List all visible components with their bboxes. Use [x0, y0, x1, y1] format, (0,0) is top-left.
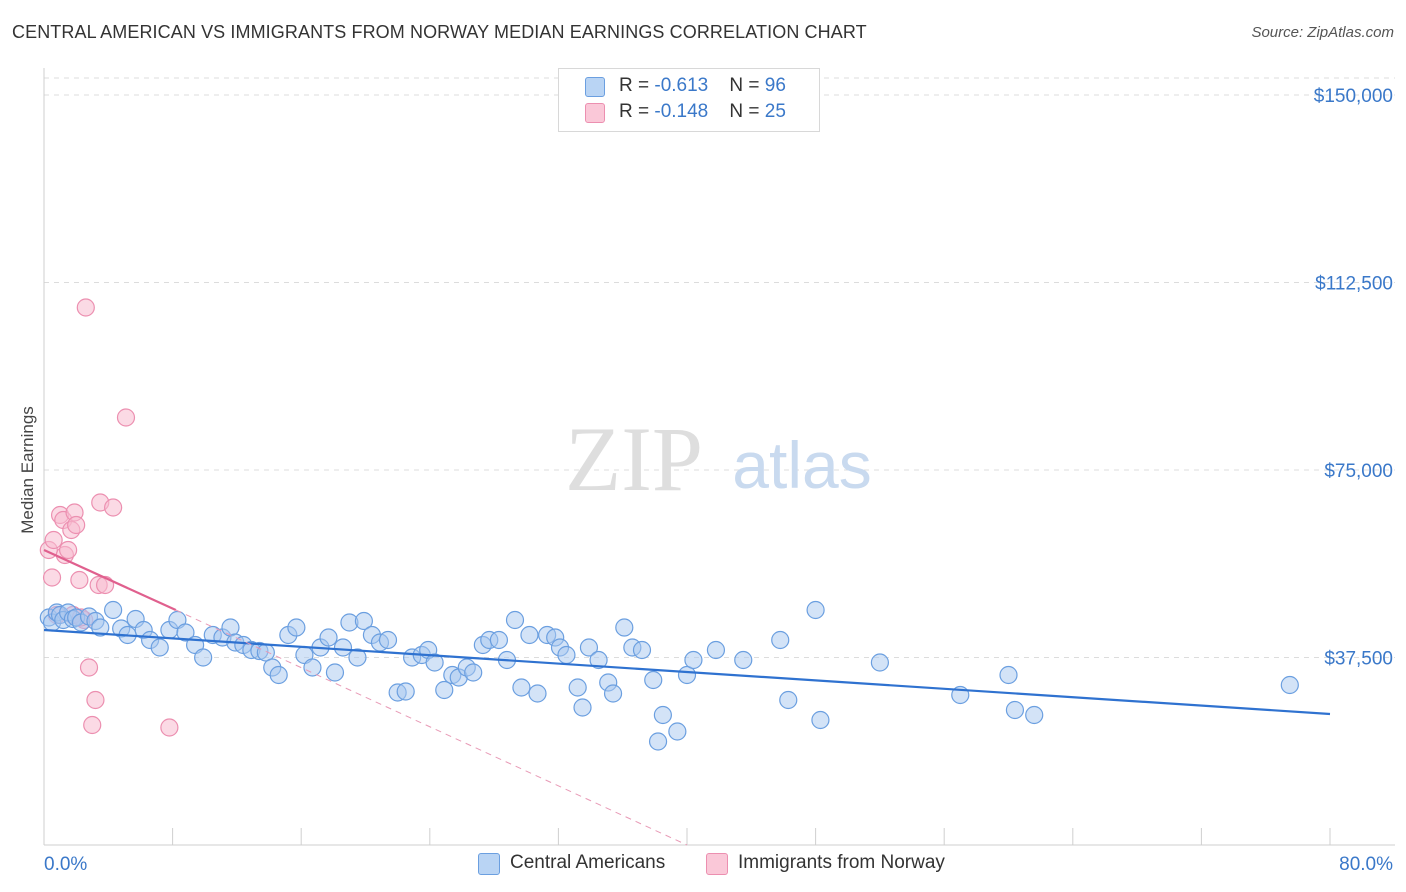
data-point-norway: [160, 718, 179, 737]
legend-r-label: R =: [619, 75, 655, 96]
data-point-central: [648, 732, 668, 751]
data-point-central: [557, 645, 576, 665]
y-tick-label: $37,500: [1324, 649, 1393, 670]
x-tick-label-min: 0.0%: [44, 854, 87, 875]
data-point-central: [176, 623, 195, 642]
data-point-central: [779, 690, 798, 710]
data-point-norway: [95, 575, 115, 595]
data-point-central: [325, 663, 345, 682]
trend-line-norway: [43, 548, 177, 612]
data-point-central: [528, 684, 547, 703]
data-point-central: [632, 640, 652, 660]
legend-n-value: 25: [764, 101, 786, 122]
data-point-central: [706, 640, 726, 660]
data-point-central: [734, 650, 753, 670]
data-point-central: [287, 618, 306, 637]
y-tick-label: $112,500: [1315, 274, 1393, 295]
data-point-central: [870, 653, 890, 672]
series-central-points: [39, 600, 1299, 751]
data-point-central: [579, 638, 599, 657]
data-point-central: [573, 698, 592, 717]
data-point-central: [1280, 675, 1299, 695]
legend-r-value: -0.613: [654, 75, 709, 96]
data-point-norway: [86, 690, 105, 710]
data-point-central: [425, 653, 444, 672]
legend-n-label: N =: [729, 75, 765, 96]
legend-swatch-central: [585, 77, 605, 97]
correlation-legend: R = -0.613 N = 96 R = -0.148 N = 25: [558, 68, 820, 132]
data-point-central: [303, 658, 322, 677]
data-point-central: [771, 630, 790, 650]
data-point-central: [221, 618, 240, 637]
data-point-central: [589, 650, 608, 670]
source-label: Source: ZipAtlas.com: [1251, 24, 1394, 41]
data-point-central: [653, 705, 672, 725]
data-point-central: [1025, 705, 1044, 725]
legend-n-value: 96: [764, 75, 786, 96]
data-point-central: [91, 618, 110, 637]
data-point-central: [464, 663, 483, 682]
series-norway-points: [39, 298, 179, 737]
data-point-central: [806, 600, 825, 620]
x-tick-label-max: 80.0%: [1339, 854, 1393, 875]
data-point-norway: [70, 570, 89, 590]
watermark-zip: ZIP: [565, 408, 703, 510]
data-point-central: [999, 665, 1018, 685]
data-point-norway: [67, 515, 86, 535]
data-point-central: [811, 710, 830, 730]
trend-line-norway-extension: [175, 609, 688, 846]
data-point-norway: [79, 658, 99, 677]
data-point-central: [1005, 700, 1025, 720]
axes: [43, 68, 1395, 846]
tick-labels: $150,000 $112,500 $75,000 $37,500 0.0% 80.0%: [44, 86, 1393, 875]
y-tick-label: $75,000: [1324, 461, 1393, 482]
data-point-central: [150, 638, 169, 657]
data-point-norway: [83, 715, 102, 735]
data-point-central: [603, 684, 623, 703]
gridlines: [44, 77, 1395, 658]
bottom-legend-swatch-norway: [706, 853, 728, 875]
data-point-central: [104, 600, 123, 620]
data-point-central: [333, 638, 353, 657]
chart-title: CENTRAL AMERICAN VS IMMIGRANTS FROM NORW…: [12, 22, 867, 42]
data-point-central: [354, 611, 373, 631]
data-point-central: [684, 650, 703, 670]
legend-swatch-norway: [585, 103, 605, 123]
data-point-central: [489, 630, 509, 650]
y-tick-label: $150,000: [1314, 86, 1393, 107]
legend-r-label: R =: [619, 101, 655, 122]
data-point-central: [269, 665, 288, 685]
trend-line-central: [43, 628, 1331, 716]
legend-r-value: -0.148: [654, 101, 709, 122]
data-point-central: [319, 628, 338, 647]
data-point-central: [505, 610, 525, 630]
data-point-norway: [76, 298, 95, 317]
bottom-legend-swatch-central: [478, 853, 500, 875]
data-point-central: [396, 682, 415, 701]
bottom-legend-label-central: Central Americans: [510, 852, 666, 873]
data-point-central: [194, 648, 213, 667]
data-point-central: [512, 678, 531, 697]
data-point-central: [615, 618, 634, 637]
watermark-atlas: atlas: [732, 428, 871, 502]
data-point-central: [668, 722, 687, 741]
data-point-norway: [104, 498, 123, 517]
data-point-central: [435, 680, 454, 700]
data-point-norway: [116, 408, 136, 427]
data-point-central: [520, 625, 539, 645]
watermark: ZIP atlas: [565, 408, 872, 510]
trend-lines: [43, 548, 1331, 846]
data-point-norway: [59, 540, 78, 560]
data-point-norway: [42, 568, 62, 587]
data-point-central: [348, 648, 367, 667]
bottom-legend-label-norway: Immigrants from Norway: [738, 852, 945, 873]
data-point-central: [378, 630, 398, 650]
data-point-central: [644, 670, 663, 690]
data-point-central: [568, 678, 587, 697]
data-point-norway: [44, 530, 63, 550]
legend-n-label: N =: [729, 101, 765, 122]
